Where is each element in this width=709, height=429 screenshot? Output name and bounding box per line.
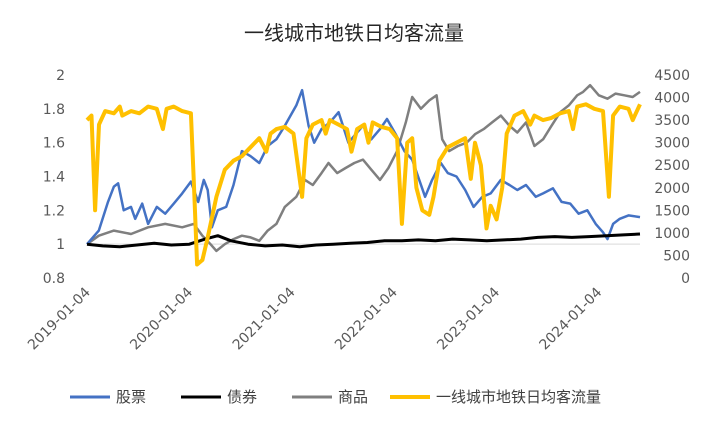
right-tick-label: 1000 <box>654 226 690 242</box>
chart-title: 一线城市地铁日均客流量 <box>244 21 464 45</box>
right-tick-label: 4500 <box>654 68 690 84</box>
left-tick-label: 1.6 <box>43 136 65 152</box>
right-tick-label: 3500 <box>654 113 690 129</box>
right-tick-label: 1500 <box>654 203 690 219</box>
right-tick-label: 3000 <box>654 136 690 152</box>
legend-item: 债券 <box>181 388 257 406</box>
right-tick-label: 2000 <box>654 181 690 197</box>
legend-label: 一线城市地铁日均客流量 <box>436 388 601 406</box>
right-tick-label: 500 <box>663 248 690 264</box>
legend-item: 一线城市地铁日均客流量 <box>390 388 601 406</box>
series-line-3 <box>85 102 642 267</box>
right-tick-label: 0 <box>681 271 690 287</box>
left-tick-label: 1.8 <box>43 102 65 118</box>
legend: 股票 债券 商品 一线城市地铁日均客流量 <box>70 388 601 406</box>
left-tick-label: 2 <box>56 68 65 84</box>
right-tick-label: 4000 <box>654 91 690 107</box>
left-tick-label: 1.2 <box>43 203 65 219</box>
left-axis-ticks: 0.8 1 1.2 1.4 1.6 1.8 2 <box>43 68 65 287</box>
series-lines <box>85 83 642 267</box>
legend-label: 债券 <box>227 388 257 406</box>
right-axis-ticks: 0 500 1000 1500 2000 2500 3000 3500 4000 4500 <box>654 68 690 287</box>
legend-label: 商品 <box>338 388 368 406</box>
left-tick-label: 1 <box>56 237 65 253</box>
series-line-1 <box>86 232 641 249</box>
legend-label: 股票 <box>116 388 146 406</box>
legend-item: 股票 <box>70 388 146 406</box>
left-tick-label: 1.4 <box>43 170 65 186</box>
right-tick-label: 2500 <box>654 158 690 174</box>
left-tick-label: 0.8 <box>43 271 65 287</box>
legend-item: 商品 <box>292 388 368 406</box>
